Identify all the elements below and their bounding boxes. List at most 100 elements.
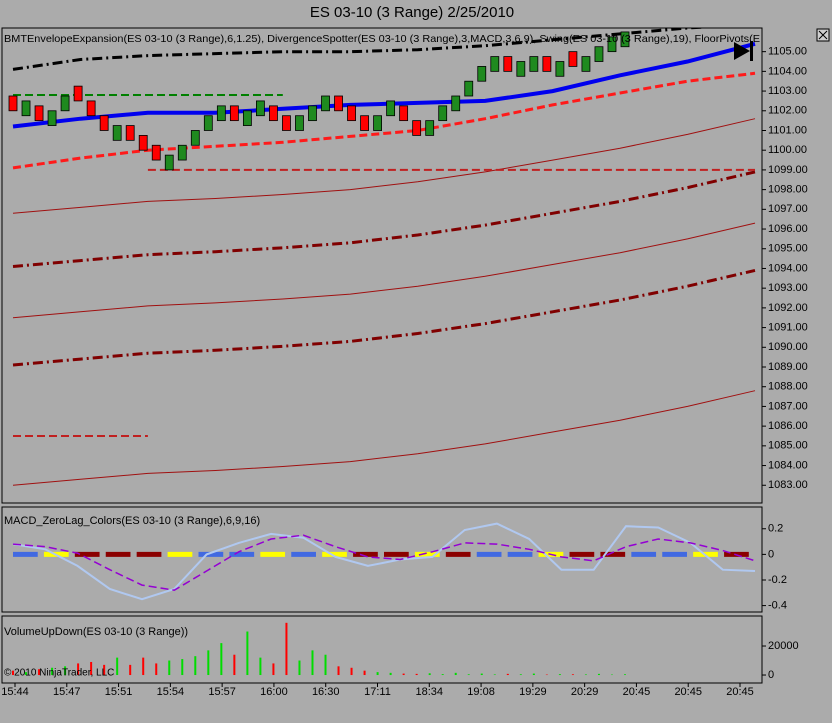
- volume-bar: [38, 669, 41, 676]
- x-tick-label: 19:08: [467, 686, 495, 698]
- volume-panel: [1, 615, 763, 684]
- volume-bar: [506, 673, 509, 676]
- candle: [451, 95, 461, 112]
- volume-bar: [51, 667, 54, 676]
- plot-area: [12, 522, 756, 601]
- y-tick-label: 1091.00: [768, 321, 808, 333]
- indicator-label: BMTEnvelopeExpansion(ES 03-10 (3 Range),…: [4, 33, 760, 45]
- candle: [229, 105, 239, 122]
- volume-bar: [116, 657, 119, 676]
- volume-bar: [428, 673, 431, 676]
- y-tick-label: 0.2: [768, 523, 783, 535]
- candle: [282, 115, 291, 131]
- x-tick-label: 16:30: [312, 686, 340, 698]
- volume-bar: [337, 666, 340, 676]
- y-tick-label: 1083.00: [768, 479, 808, 491]
- candle: [568, 51, 578, 67]
- candle: [438, 105, 448, 122]
- indicator-line: [12, 28, 714, 71]
- y-tick-label: 0: [768, 669, 774, 681]
- candle: [125, 125, 135, 141]
- y-tick-label: 1090.00: [768, 341, 808, 353]
- volume-bar: [142, 657, 145, 676]
- volume-bar: [220, 643, 223, 676]
- volume-bar: [363, 670, 366, 676]
- candle: [256, 100, 265, 117]
- y-tick-label: 1103.00: [768, 85, 807, 97]
- candle: [203, 115, 213, 131]
- y-tick-label: 1087.00: [768, 400, 808, 412]
- candle: [581, 56, 591, 72]
- volume-bar: [624, 674, 626, 676]
- plot-area: [12, 622, 626, 676]
- x-tick-label: 17:11: [364, 686, 391, 698]
- volume-bar: [376, 672, 379, 676]
- volume-bar: [571, 674, 574, 676]
- candle: [34, 105, 44, 122]
- y-tick-label: 1088.00: [768, 381, 808, 393]
- candle: [138, 135, 148, 151]
- y-tick-label: 1097.00: [768, 203, 808, 215]
- indicator-label: MACD_ZeroLag_Colors(ES 03-10 (3 Range),6…: [4, 515, 260, 527]
- volume-bar: [467, 674, 470, 676]
- macd-panel: [1, 506, 763, 613]
- x-tick-label: 15:47: [53, 686, 81, 698]
- indicator-line: [12, 534, 756, 591]
- volume-bar: [90, 661, 93, 676]
- candle: [464, 80, 474, 97]
- y-tick-label: 1085.00: [768, 440, 808, 452]
- volume-bar: [285, 622, 288, 676]
- candle: [73, 85, 83, 102]
- indicator-line: [12, 71, 756, 170]
- y-tick-label: -0.4: [768, 600, 787, 612]
- x-tick-label: 15:51: [105, 686, 133, 698]
- volume-bar: [77, 663, 80, 676]
- candle: [386, 100, 396, 117]
- candle: [242, 110, 252, 126]
- y-tick-label: 1099.00: [768, 164, 808, 176]
- volume-bar: [207, 650, 210, 676]
- volume-bar: [584, 674, 587, 676]
- volume-bar: [168, 660, 171, 676]
- volume-bar: [350, 667, 353, 676]
- candle: [490, 56, 500, 72]
- volume-bar: [311, 650, 314, 676]
- volume-bar: [558, 674, 561, 676]
- volume-bar: [259, 657, 262, 676]
- candle: [86, 100, 96, 117]
- volume-bar: [103, 664, 106, 676]
- candle: [151, 144, 161, 161]
- candle: [308, 105, 317, 122]
- volume-bar: [272, 663, 275, 676]
- x-tick-label: 15:57: [208, 686, 236, 698]
- candle: [8, 95, 18, 112]
- x-tick-label: 19:29: [519, 686, 547, 698]
- y-tick-label: 1104.00: [768, 65, 807, 77]
- y-tick-label: 1096.00: [768, 223, 808, 235]
- candle: [177, 144, 187, 161]
- candle: [60, 95, 70, 112]
- candle: [412, 120, 422, 136]
- indicator-line: [12, 118, 756, 214]
- y-tick-label: 1095.00: [768, 243, 808, 255]
- volume-bar: [324, 654, 327, 676]
- x-tick-label: 20:45: [674, 686, 702, 698]
- volume-bar: [181, 659, 184, 676]
- x-tick-label: 20:45: [623, 686, 651, 698]
- close-button[interactable]: [816, 28, 830, 42]
- y-tick-label: 1100.00: [768, 144, 807, 156]
- candle: [269, 105, 278, 122]
- y-tick-label: 0: [768, 548, 774, 560]
- volume-bar: [493, 674, 496, 676]
- y-tick-label: 1105.00: [768, 46, 807, 58]
- y-tick-label: -0.2: [768, 574, 787, 586]
- y-tick-label: 1089.00: [768, 361, 808, 373]
- go-to-end-icon[interactable]: [734, 41, 753, 61]
- candle: [425, 120, 435, 136]
- candle: [99, 115, 109, 131]
- candle: [21, 100, 31, 117]
- y-tick-label: 1101.00: [768, 124, 807, 136]
- copyright: © 2010 NinjaTrader, LLC: [4, 668, 114, 679]
